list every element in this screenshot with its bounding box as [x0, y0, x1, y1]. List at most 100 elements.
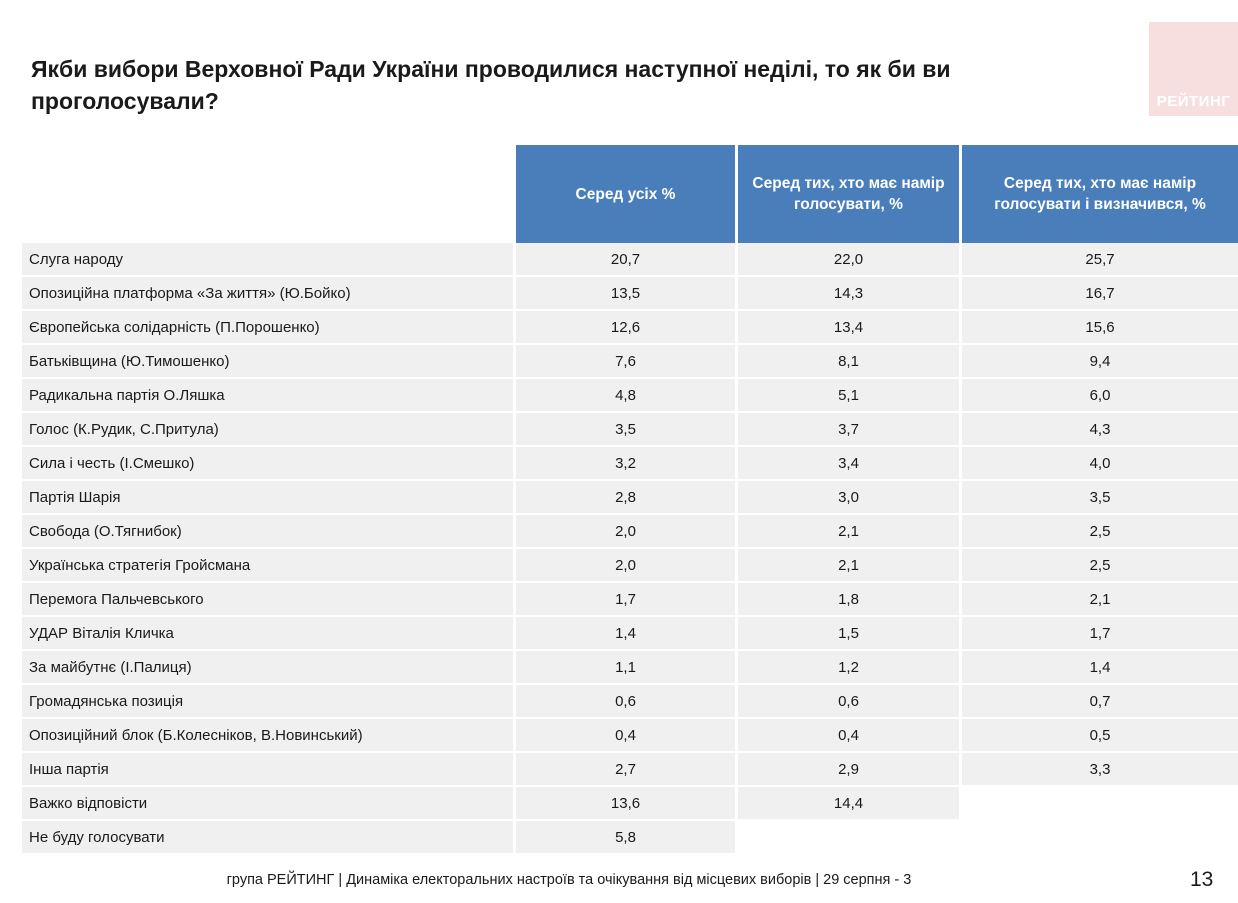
cell-value-col1: 3,5 [516, 413, 738, 447]
cell-value-col1: 7,6 [516, 345, 738, 379]
table-row: Не буду голосувати 5,8 [22, 821, 1238, 855]
column-header-intend-and-decided: Серед тих, хто має намір голосувати і ви… [962, 145, 1238, 243]
row-label: Голос (К.Рудик, С.Притула) [22, 413, 516, 447]
table-row: Європейська солідарність (П.Порошенко) 12… [22, 311, 1238, 345]
cell-value-col1: 2,0 [516, 515, 738, 549]
table-row: Перемога Пальчевського 1,7 1,8 2,1 [22, 583, 1238, 617]
table-row: Інша партія 2,7 2,9 3,3 [22, 753, 1238, 787]
cell-value-col3: 3,3 [962, 753, 1238, 787]
row-label: Опозиційний блок (Б.Колесніков, В.Новинс… [22, 719, 516, 753]
cell-value-col2: 13,4 [738, 311, 962, 345]
column-header-all: Серед усіх % [516, 145, 738, 243]
row-label: УДАР Віталія Кличка [22, 617, 516, 651]
column-header-label [22, 145, 516, 243]
cell-value-col1: 1,7 [516, 583, 738, 617]
cell-value-col3: 3,5 [962, 481, 1238, 515]
cell-value-col1: 20,7 [516, 243, 738, 277]
row-label: Перемога Пальчевського [22, 583, 516, 617]
cell-value-col1: 5,8 [516, 821, 738, 855]
cell-value-col2: 3,7 [738, 413, 962, 447]
row-label: Громадянська позиція [22, 685, 516, 719]
cell-value-col3: 6,0 [962, 379, 1238, 413]
cell-value-col2: 3,0 [738, 481, 962, 515]
table-row: Слуга народу 20,7 22,0 25,7 [22, 243, 1238, 277]
rating-logo: РЕЙТИНГ [1149, 22, 1238, 116]
row-label: Українська стратегія Гройсмана [22, 549, 516, 583]
row-label: За майбутнє (І.Палиця) [22, 651, 516, 685]
cell-value-col1: 2,0 [516, 549, 738, 583]
cell-value-col3: 0,7 [962, 685, 1238, 719]
table-row: Опозиційний блок (Б.Колесніков, В.Новинс… [22, 719, 1238, 753]
footer-source: група РЕЙТИНГ | Динаміка електоральних н… [226, 872, 912, 888]
cell-value-col3: 25,7 [962, 243, 1238, 277]
table-body: Слуга народу 20,7 22,0 25,7 Опозиційна платф… [22, 243, 1238, 855]
cell-value-col3: 15,6 [962, 311, 1238, 345]
row-label: Важко відповісти [22, 787, 516, 821]
cell-value-col2: 2,1 [738, 549, 962, 583]
table-row: УДАР Віталія Кличка 1,4 1,5 1,7 [22, 617, 1238, 651]
cell-value-col2: 1,8 [738, 583, 962, 617]
table-header: Серед усіх % Серед тих, хто має намір го… [22, 145, 1238, 243]
table-row: Опозиційна платформа «За життя» (Ю.Бойко… [22, 277, 1238, 311]
cell-value-col2: 22,0 [738, 243, 962, 277]
cell-value-col2: 2,1 [738, 515, 962, 549]
page-title: Якби вибори Верховної Ради України прово… [31, 56, 951, 114]
table-row: За майбутнє (І.Палиця) 1,1 1,2 1,4 [22, 651, 1238, 685]
poll-table: Серед усіх % Серед тих, хто має намір го… [22, 145, 1238, 855]
cell-value-col3: 4,3 [962, 413, 1238, 447]
table-row: Партія Шарія 2,8 3,0 3,5 [22, 481, 1238, 515]
table-row: Свобода (О.Тягнибок) 2,0 2,1 2,5 [22, 515, 1238, 549]
cell-value-col2: 8,1 [738, 345, 962, 379]
rating-logo-text: РЕЙТИНГ [1156, 93, 1231, 110]
cell-value-col3: 16,7 [962, 277, 1238, 311]
cell-value-col1: 2,7 [516, 753, 738, 787]
cell-value-col3: 2,5 [962, 515, 1238, 549]
cell-value-col3: 9,4 [962, 345, 1238, 379]
cell-value-col3: 0,5 [962, 719, 1238, 753]
row-label: Європейська солідарність (П.Порошенко) [22, 311, 516, 345]
cell-value-col2: 2,9 [738, 753, 962, 787]
cell-value-col2: 3,4 [738, 447, 962, 481]
cell-value-col1: 4,8 [516, 379, 738, 413]
table-row: Громадянська позиція 0,6 0,6 0,7 [22, 685, 1238, 719]
cell-value-col2: 14,3 [738, 277, 962, 311]
cell-value-col2: 0,4 [738, 719, 962, 753]
cell-value-col3: 2,5 [962, 549, 1238, 583]
cell-value-col3 [962, 821, 1238, 855]
cell-value-col3: 1,7 [962, 617, 1238, 651]
cell-value-col2: 5,1 [738, 379, 962, 413]
cell-value-col1: 13,5 [516, 277, 738, 311]
cell-value-col3 [962, 787, 1238, 821]
cell-value-col2: 1,2 [738, 651, 962, 685]
row-label: Опозиційна платформа «За життя» (Ю.Бойко… [22, 277, 516, 311]
cell-value-col3: 1,4 [962, 651, 1238, 685]
cell-value-col1: 1,1 [516, 651, 738, 685]
row-label: Свобода (О.Тягнибок) [22, 515, 516, 549]
cell-value-col2: 0,6 [738, 685, 962, 719]
table-header-row: Серед усіх % Серед тих, хто має намір го… [22, 145, 1238, 243]
poll-table-container: Серед усіх % Серед тих, хто має намір го… [22, 145, 1238, 855]
table-row: Голос (К.Рудик, С.Притула) 3,5 3,7 4,3 [22, 413, 1238, 447]
row-label: Не буду голосувати [22, 821, 516, 855]
row-label: Радикальна партія О.Ляшка [22, 379, 516, 413]
cell-value-col1: 2,8 [516, 481, 738, 515]
cell-value-col1: 0,6 [516, 685, 738, 719]
row-label: Слуга народу [22, 243, 516, 277]
cell-value-col1: 3,2 [516, 447, 738, 481]
table-row: Батьківщина (Ю.Тимошенко) 7,6 8,1 9,4 [22, 345, 1238, 379]
cell-value-col3: 2,1 [962, 583, 1238, 617]
row-label: Сила і честь (І.Смешко) [22, 447, 516, 481]
row-label: Інша партія [22, 753, 516, 787]
cell-value-col1: 13,6 [516, 787, 738, 821]
table-row: Сила і честь (І.Смешко) 3,2 3,4 4,0 [22, 447, 1238, 481]
cell-value-col3: 4,0 [962, 447, 1238, 481]
row-label: Батьківщина (Ю.Тимошенко) [22, 345, 516, 379]
cell-value-col1: 12,6 [516, 311, 738, 345]
cell-value-col2: 1,5 [738, 617, 962, 651]
table-row: Радикальна партія О.Ляшка 4,8 5,1 6,0 [22, 379, 1238, 413]
cell-value-col1: 1,4 [516, 617, 738, 651]
page-number: 13 [1190, 868, 1214, 891]
cell-value-col2 [738, 821, 962, 855]
column-header-intend-to-vote: Серед тих, хто має намір голосувати, % [738, 145, 962, 243]
cell-value-col1: 0,4 [516, 719, 738, 753]
